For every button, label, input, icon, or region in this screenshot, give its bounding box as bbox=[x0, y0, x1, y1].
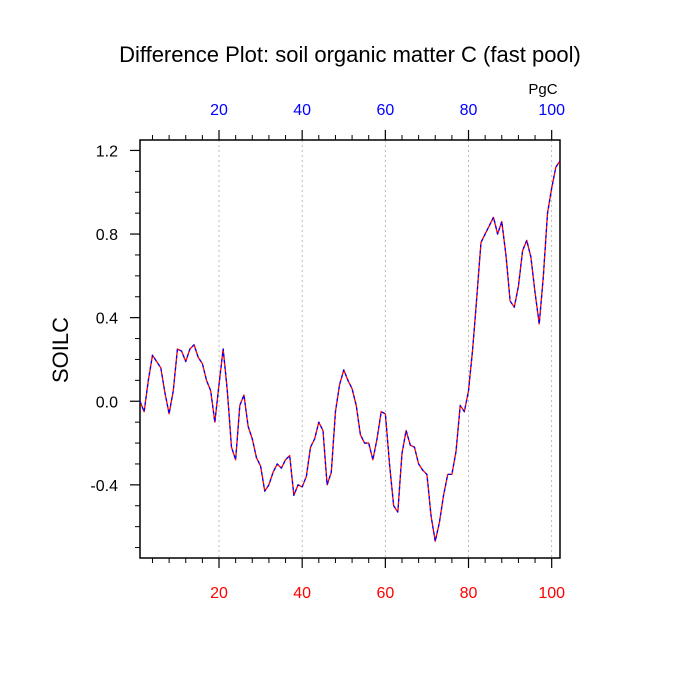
x-tick-label-bottom: 40 bbox=[293, 585, 311, 602]
plot-frame bbox=[139, 139, 561, 559]
grid-lines bbox=[218, 140, 553, 558]
series-line-overlay bbox=[139, 160, 561, 542]
y-axis-label: SOILC bbox=[48, 317, 73, 383]
x-tick-label-top: 20 bbox=[210, 102, 228, 119]
chart-title: Difference Plot: soil organic matter C (… bbox=[119, 42, 581, 67]
y-tick-label: 0.0 bbox=[96, 394, 118, 411]
x-tick-label-bottom: 80 bbox=[460, 585, 478, 602]
x-tick-label-bottom: 60 bbox=[376, 585, 394, 602]
top-axis-unit: PgC bbox=[528, 81, 557, 98]
x-tick-label-top: 60 bbox=[376, 102, 394, 119]
x-tick-label-top: 40 bbox=[293, 102, 311, 119]
y-tick-label: -0.4 bbox=[90, 478, 118, 495]
tick-labels: 20 20 40 40 60 60 80 80 100 100 -0.4 0.0 0.4 0.8 1.2 bbox=[90, 102, 565, 602]
x-tick-label-bottom: 100 bbox=[538, 585, 565, 602]
series-line bbox=[139, 160, 561, 542]
y-tick-label: 1.2 bbox=[96, 143, 118, 160]
x-tick-label-bottom: 20 bbox=[210, 585, 228, 602]
axis-ticks bbox=[130, 130, 553, 568]
x-tick-label-top: 100 bbox=[538, 102, 565, 119]
y-tick-label: 0.8 bbox=[96, 227, 118, 244]
x-tick-label-top: 80 bbox=[460, 102, 478, 119]
y-tick-label: 0.4 bbox=[96, 311, 118, 328]
series-lines bbox=[139, 160, 561, 542]
